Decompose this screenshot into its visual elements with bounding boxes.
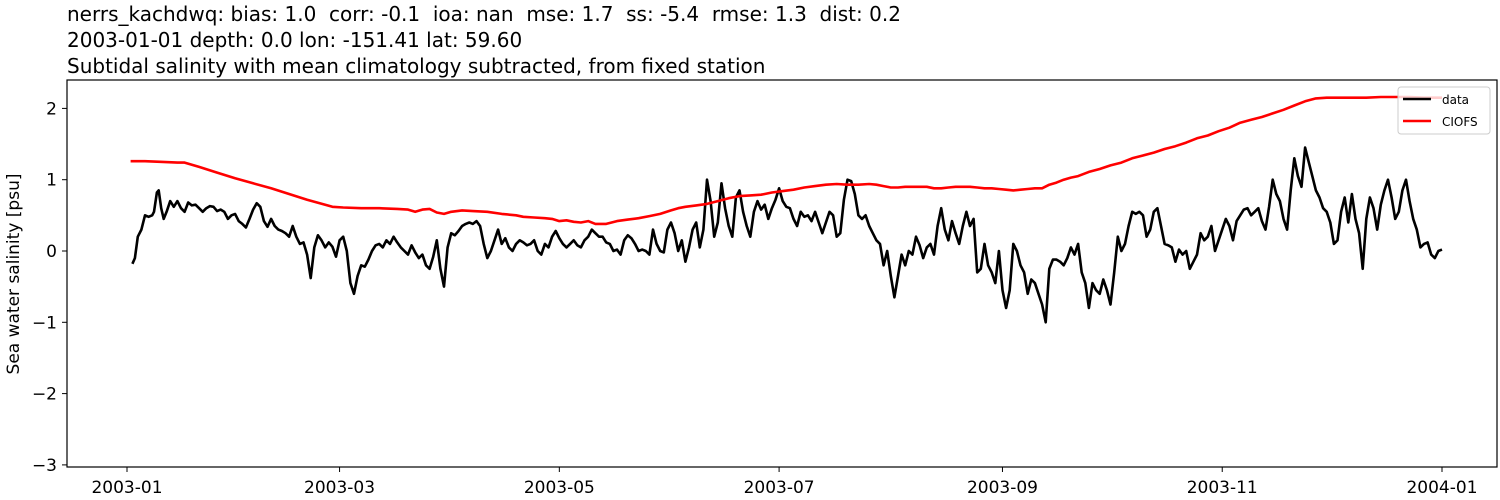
y-tick-label: 1 xyxy=(46,171,57,191)
series-line-ciofs xyxy=(130,95,1442,226)
chart-title-location: 2003-01-01 depth: 0.0 lon: -151.41 lat: … xyxy=(67,28,523,52)
x-axis: 2003-01 2003-03 2003-05 2003-07 2003-09 2003-… xyxy=(91,467,1478,498)
x-tick-label: 2003-09 xyxy=(967,478,1038,498)
x-tick-label: 2003-01 xyxy=(91,478,162,498)
series-line-data xyxy=(131,146,1443,324)
legend-label-ciofs: CIOFS xyxy=(1442,115,1478,129)
x-tick-label: 2003-07 xyxy=(744,478,815,498)
y-tick-label: −3 xyxy=(32,456,57,476)
chart-title-description: Subtidal salinity with mean climatology … xyxy=(67,54,766,78)
x-tick-label: 2003-11 xyxy=(1187,478,1258,498)
series-layer xyxy=(130,95,1443,324)
legend-label-data: data xyxy=(1442,93,1469,107)
axes-frame xyxy=(66,79,1498,468)
y-tick-label: −1 xyxy=(32,313,57,333)
x-tick-label: 2004-01 xyxy=(1406,478,1477,498)
y-tick-label: 2 xyxy=(46,99,57,119)
y-axis-label: Sea water salinity [psu] xyxy=(4,174,24,375)
legend: data CIOFS xyxy=(1397,86,1491,135)
chart-title-stats: nerrs_kachdwq: bias: 1.0 corr: -0.1 ioa:… xyxy=(67,2,901,26)
x-tick-label: 2003-03 xyxy=(304,478,375,498)
y-tick-label: 0 xyxy=(46,242,57,262)
y-axis: 2 1 0 −1 −2 −3 xyxy=(32,99,67,476)
x-tick-label: 2003-05 xyxy=(524,478,595,498)
y-tick-label: −2 xyxy=(32,385,57,405)
